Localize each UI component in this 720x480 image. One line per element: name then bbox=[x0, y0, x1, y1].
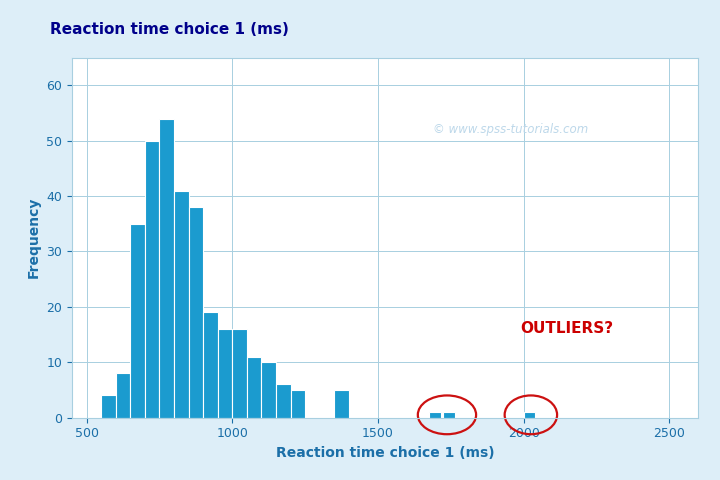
Bar bbox=[290, 390, 305, 418]
Text: © www.spss-tutorials.com: © www.spss-tutorials.com bbox=[433, 123, 588, 136]
Bar bbox=[174, 191, 189, 418]
Bar bbox=[523, 412, 535, 418]
Bar bbox=[130, 224, 145, 418]
Bar bbox=[247, 357, 261, 418]
Bar bbox=[444, 412, 455, 418]
Bar bbox=[203, 312, 217, 418]
Text: Reaction time choice 1 (ms): Reaction time choice 1 (ms) bbox=[50, 22, 289, 36]
Bar bbox=[261, 362, 276, 418]
Bar bbox=[233, 329, 247, 418]
Text: OUTLIERS?: OUTLIERS? bbox=[521, 322, 614, 336]
Bar bbox=[101, 396, 116, 418]
X-axis label: Reaction time choice 1 (ms): Reaction time choice 1 (ms) bbox=[276, 446, 495, 460]
Bar bbox=[159, 119, 174, 418]
Bar bbox=[145, 141, 159, 418]
Bar bbox=[116, 373, 130, 418]
Bar bbox=[276, 384, 290, 418]
Bar bbox=[189, 207, 203, 418]
Y-axis label: Frequency: Frequency bbox=[27, 197, 41, 278]
Bar bbox=[217, 329, 233, 418]
Bar bbox=[334, 390, 348, 418]
Bar bbox=[429, 412, 441, 418]
